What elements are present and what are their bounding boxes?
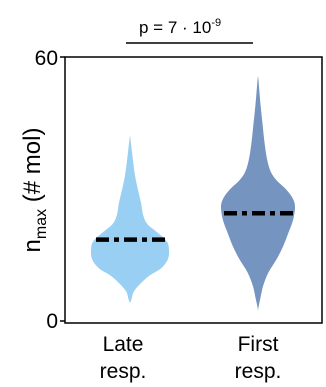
violins-layer: [90, 76, 296, 312]
y-tick-label-min: 0: [46, 310, 58, 333]
y-tick-label-max: 60: [35, 47, 58, 70]
category-label-first-line2: resp.: [235, 360, 282, 383]
category-label-first-line1: First: [238, 333, 279, 356]
violin-first: [220, 76, 296, 312]
plot-frame: [64, 56, 323, 324]
y-axis-label: nmax (# mol): [19, 128, 50, 253]
violin-late: [90, 135, 170, 303]
p-value-label: p = 7 · 10-9: [139, 17, 221, 37]
category-label-late-line2: resp.: [100, 360, 147, 383]
category-label-late-line1: Late: [103, 333, 144, 356]
